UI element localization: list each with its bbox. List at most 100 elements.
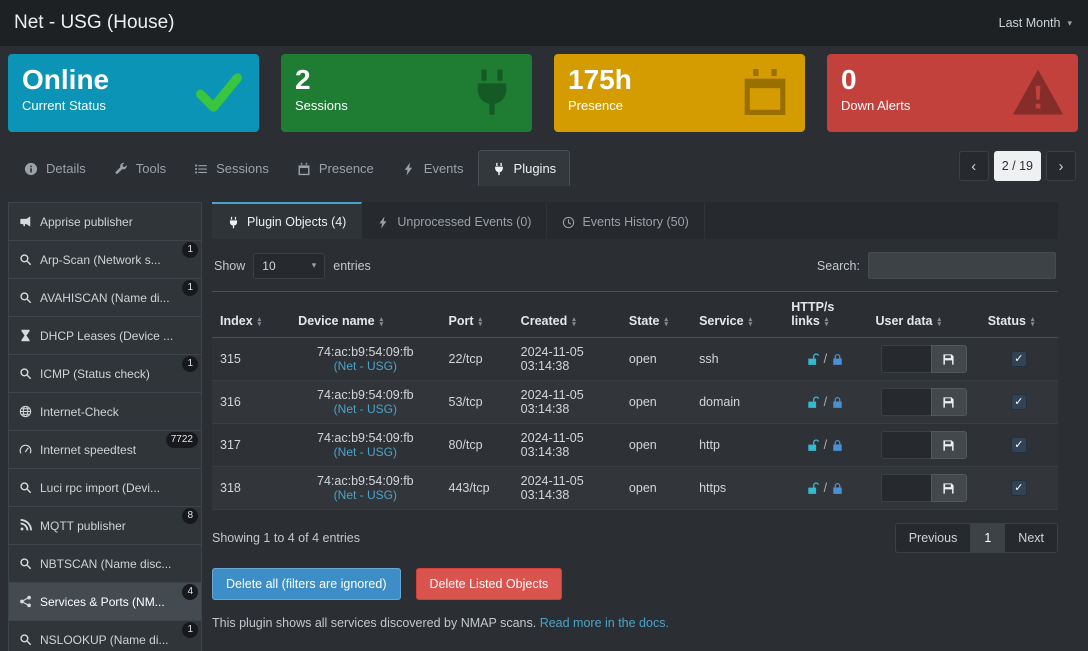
- sidebar-item-arp-scan-network-s[interactable]: Arp-Scan (Network s... 1: [8, 240, 202, 279]
- cell-service: domain: [699, 395, 741, 409]
- column-header-status[interactable]: Status ▴ ▾: [979, 291, 1058, 338]
- tab-presence[interactable]: Presence: [283, 150, 388, 186]
- previous-page-button[interactable]: Previous: [894, 523, 972, 553]
- subtab-events-history-50[interactable]: Events History (50): [547, 202, 705, 239]
- page-title: Net - USG (House): [14, 12, 175, 33]
- search-input[interactable]: [868, 252, 1056, 279]
- column-header-device-name[interactable]: Device name ▴ ▾: [290, 291, 441, 338]
- cell-http-links: /: [783, 424, 867, 467]
- lock-closed-icon[interactable]: [831, 482, 844, 495]
- sidebar-item-luci-rpc-import-devi[interactable]: Luci rpc import (Devi...: [8, 468, 202, 507]
- sort-icon: ▴ ▾: [824, 315, 829, 328]
- user-data-input[interactable]: [880, 431, 931, 459]
- sidebar-item-avahiscan-name-di[interactable]: AVAHISCAN (Name di... 1: [8, 278, 202, 317]
- device-link[interactable]: (Net - USG): [333, 488, 398, 502]
- status-card-down-alerts[interactable]: 0 Down Alerts: [827, 54, 1078, 132]
- next-device-button[interactable]: ›: [1046, 151, 1076, 181]
- user-data-input[interactable]: [880, 388, 931, 416]
- sidebar-item-internet-check[interactable]: Internet-Check: [8, 392, 202, 431]
- entries-select[interactable]: 10 ▾: [253, 252, 326, 279]
- delete-all-button[interactable]: Delete all (filters are ignored): [212, 568, 401, 600]
- prev-device-button[interactable]: ‹: [958, 151, 989, 181]
- status-checkbox[interactable]: ✓: [1010, 351, 1027, 368]
- cell-user-data: [867, 424, 979, 467]
- tab-details[interactable]: Details: [10, 150, 100, 186]
- plugin-panel: Plugin Objects (4) Unprocessed Events (0)…: [212, 202, 1058, 630]
- calendar-icon: [297, 162, 311, 176]
- sidebar-item-apprise-publisher[interactable]: Apprise publisher: [8, 202, 202, 241]
- device-link[interactable]: (Net - USG): [333, 402, 398, 416]
- status-card-sessions[interactable]: 2 Sessions: [281, 54, 532, 132]
- lock-closed-icon[interactable]: [831, 439, 844, 452]
- status-card-current-status[interactable]: Online Current Status: [8, 54, 259, 132]
- delete-listed-button[interactable]: Delete Listed Objects: [415, 568, 563, 600]
- sidebar-item-label: Services & Ports (NM...: [40, 594, 165, 609]
- save-button[interactable]: [930, 431, 967, 459]
- lock-closed-icon[interactable]: [831, 396, 844, 409]
- sidebar-item-label: Arp-Scan (Network s...: [40, 252, 161, 267]
- user-data-input[interactable]: [880, 345, 931, 373]
- column-header-service[interactable]: Service ▴ ▾: [691, 291, 784, 338]
- lock-open-icon[interactable]: [807, 396, 820, 409]
- list-icon: [194, 162, 208, 176]
- status-checkbox[interactable]: ✓: [1010, 480, 1027, 497]
- tab-tools[interactable]: Tools: [100, 150, 180, 186]
- column-header-created[interactable]: Created ▴ ▾: [512, 291, 621, 338]
- sidebar-item-dhcp-leases-device[interactable]: DHCP Leases (Device ...: [8, 316, 202, 355]
- cell-status: ✓: [980, 424, 1058, 467]
- next-page-button[interactable]: Next: [1005, 523, 1058, 553]
- sidebar-item-mqtt-publisher[interactable]: MQTT publisher 8: [8, 506, 202, 545]
- status-checkbox[interactable]: ✓: [1010, 437, 1027, 454]
- link-separator: /: [823, 480, 828, 495]
- column-header-label: HTTP/s links: [791, 300, 835, 328]
- column-header-http-s-links[interactable]: HTTP/s links ▴ ▾: [783, 291, 868, 338]
- cell-port: 80/tcp: [448, 438, 483, 452]
- docs-link[interactable]: Read more in the docs.: [539, 616, 669, 630]
- tab-plugins[interactable]: Plugins: [477, 150, 571, 186]
- column-header-user-data[interactable]: User data ▴ ▾: [867, 291, 980, 338]
- sidebar-item-icmp-status-check[interactable]: ICMP (Status check) 1: [8, 354, 202, 393]
- tab-label: Tools: [135, 161, 167, 176]
- device-link[interactable]: (Net - USG): [333, 445, 398, 459]
- column-header-state[interactable]: State ▴ ▾: [620, 291, 692, 338]
- user-data-input[interactable]: [880, 474, 931, 502]
- subtab-plugin-objects-4[interactable]: Plugin Objects (4): [212, 202, 363, 239]
- save-button[interactable]: [930, 474, 967, 502]
- column-header-port[interactable]: Port ▴ ▾: [440, 291, 513, 338]
- sidebar-item-services-ports-nm[interactable]: Services & Ports (NM... 4: [8, 582, 202, 621]
- sidebar-item-label: ICMP (Status check): [40, 366, 150, 381]
- cell-status: ✓: [980, 381, 1058, 424]
- page-1-button[interactable]: 1: [971, 523, 1006, 553]
- lock-closed-icon[interactable]: [831, 353, 844, 366]
- cell-user-data: [867, 467, 979, 510]
- check-icon: [193, 66, 245, 118]
- network-icon: [19, 595, 32, 608]
- lock-open-icon[interactable]: [807, 439, 820, 452]
- bolt-icon: [402, 162, 416, 176]
- search-icon: [19, 633, 32, 646]
- lock-open-icon[interactable]: [807, 353, 820, 366]
- subtab-unprocessed-events-0[interactable]: Unprocessed Events (0): [362, 202, 548, 239]
- lock-open-icon[interactable]: [807, 482, 820, 495]
- save-button[interactable]: [930, 345, 967, 373]
- action-buttons: Delete all (filters are ignored) Delete …: [212, 568, 1058, 600]
- status-checkbox[interactable]: ✓: [1010, 394, 1027, 411]
- save-button[interactable]: [930, 388, 967, 416]
- card-value: 2: [295, 64, 311, 95]
- sort-icon: ▴ ▾: [572, 315, 576, 328]
- sidebar-item-label: AVAHISCAN (Name di...: [40, 290, 170, 305]
- sidebar-item-internet-speedtest[interactable]: Internet speedtest 7722: [8, 430, 202, 469]
- sidebar-item-nslookup-name-di[interactable]: NSLOOKUP (Name di... 1: [8, 620, 202, 651]
- device-tabs: Details Tools Sessions Presence Events Plugin…: [10, 150, 571, 186]
- period-selector[interactable]: Last Month ▾: [999, 16, 1072, 30]
- device-link[interactable]: (Net - USG): [333, 359, 398, 373]
- tab-label: Details: [46, 161, 86, 176]
- cell-device-name: 74:ac:b9:54:09:fb (Net - USG): [290, 338, 440, 381]
- column-header-index[interactable]: Index ▴ ▾: [212, 291, 291, 338]
- tab-events[interactable]: Events: [388, 150, 478, 186]
- cell-user-data: [867, 338, 979, 381]
- sidebar-item-nbtscan-name-disc[interactable]: NBTSCAN (Name disc...: [8, 544, 202, 583]
- tab-sessions[interactable]: Sessions: [180, 150, 283, 186]
- status-card-presence[interactable]: 175h Presence: [554, 54, 805, 132]
